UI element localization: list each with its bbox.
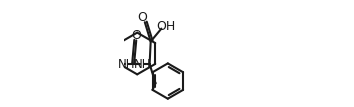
Text: NH: NH xyxy=(133,58,151,71)
Text: O: O xyxy=(131,29,141,42)
Text: OH: OH xyxy=(156,20,176,33)
Text: NH: NH xyxy=(118,58,135,71)
Text: O: O xyxy=(138,11,148,24)
